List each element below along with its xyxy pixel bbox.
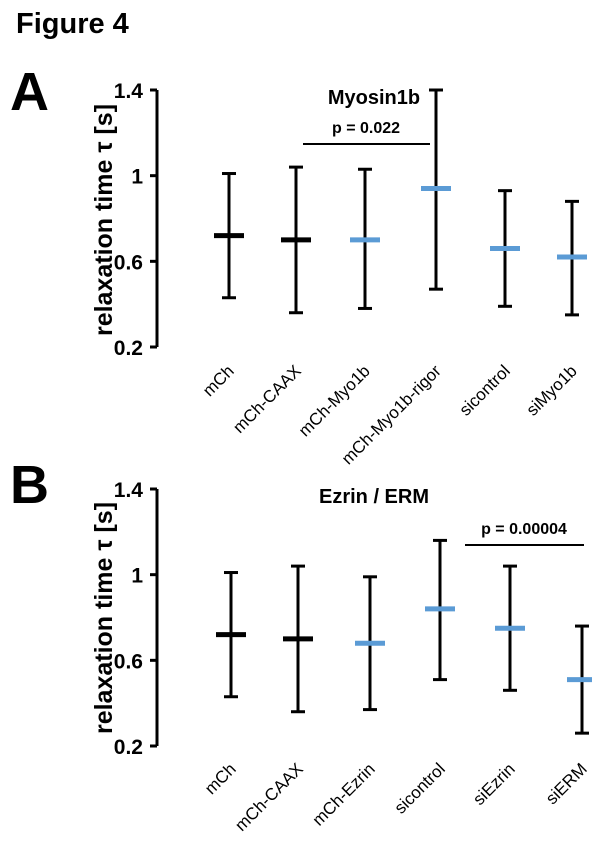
panel-b-ylabel: relaxation time τ [s]	[90, 502, 118, 734]
y-tick-label: 0.6	[114, 650, 143, 673]
error-bar-6	[557, 199, 587, 317]
x-tick-label: sicontrol	[391, 759, 449, 817]
error-bar-3	[355, 575, 385, 712]
panel-a-title: Myosin1b	[328, 87, 420, 109]
y-tick-label: 0.2	[114, 736, 143, 759]
y-tick-label: 0.2	[114, 337, 143, 360]
x-tick-label: mCh-CAAX	[229, 361, 305, 437]
error-bar-4	[421, 88, 451, 291]
x-tick-label: mCh-Ezrin	[309, 759, 379, 829]
y-tick-label: 1	[131, 565, 143, 588]
y-tick-label: 1	[131, 166, 143, 189]
y-tick-label: 0.6	[114, 251, 143, 274]
x-tick-label: sicontrol	[456, 361, 514, 419]
x-tick-label: siEzrin	[469, 759, 519, 809]
x-tick-label: mCh-CAAX	[231, 759, 307, 835]
error-bar-6	[567, 624, 592, 735]
error-bar-2	[281, 165, 311, 315]
panel-a-significance: p = 0.022	[303, 120, 430, 145]
x-tick-label: mCh	[199, 361, 238, 400]
figure-title: Figure 4	[16, 8, 129, 40]
panel-b: B Ezrin / ERM relaxation time τ [s] 0.20…	[10, 455, 592, 835]
panel-a: A Myosin1b relaxation time τ [s] 0.2 0.6 1…	[10, 62, 587, 468]
panel-b-y-ticks: 0.2 0.6 1 1.4	[114, 479, 157, 759]
panel-a-y-ticks: 0.2 0.6 1 1.4	[114, 80, 157, 360]
panel-b-title: Ezrin / ERM	[319, 486, 429, 508]
panel-a-ylabel: relaxation time τ [s]	[90, 104, 118, 336]
error-bar-4	[425, 538, 455, 682]
x-tick-label: siERM	[542, 759, 591, 808]
error-bar-5	[495, 564, 525, 692]
panel-b-label: B	[10, 455, 49, 515]
panel-a-p-value: p = 0.022	[332, 120, 400, 137]
error-bar-3	[350, 167, 380, 310]
panel-a-marks	[214, 88, 587, 317]
panel-b-significance: p = 0.00004	[465, 521, 584, 546]
x-tick-label: siMyo1b	[523, 361, 581, 419]
error-bar-1	[216, 571, 246, 699]
x-tick-label: mCh	[201, 759, 240, 798]
y-tick-label: 1.4	[114, 479, 144, 502]
error-bar-2	[283, 564, 313, 714]
panel-a-label: A	[10, 62, 49, 122]
error-bar-5	[490, 189, 520, 308]
error-bar-1	[214, 172, 244, 300]
panel-b-p-value: p = 0.00004	[481, 521, 567, 538]
y-tick-label: 1.4	[114, 80, 144, 103]
x-tick-label: mCh-Myo1b	[295, 361, 374, 440]
panel-b-marks	[216, 538, 592, 735]
